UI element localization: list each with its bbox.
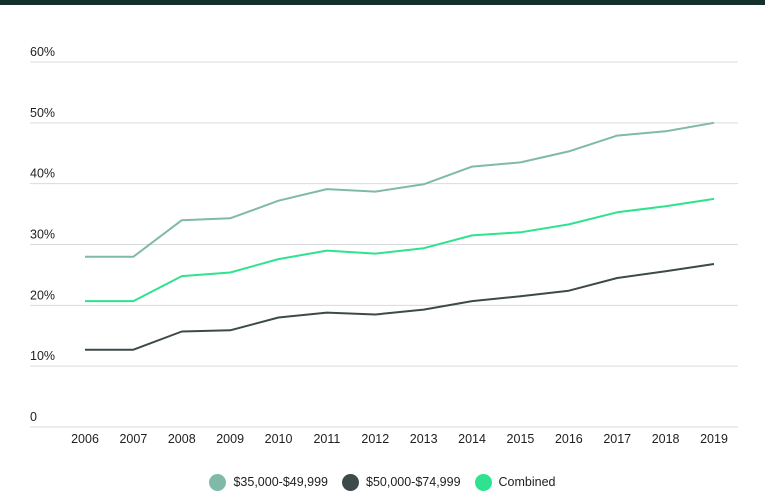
x-tick-label: 2015 (507, 432, 535, 446)
x-axis-ticks: 2006 2007 2008 2009 2010 2011 2012 2013 2014 2015… (71, 432, 728, 446)
x-tick-label: 2016 (555, 432, 583, 446)
series-lines (85, 121, 715, 351)
y-axis-ticks: 0 10% 20% 30% 40% 50% 60% (30, 45, 55, 424)
legend-item: $50,000-$74,999 (342, 473, 461, 491)
x-tick-label: 2006 (71, 432, 99, 446)
y-tick-label: 60% (30, 45, 55, 59)
x-tick-label: 2007 (119, 432, 147, 446)
top-rule (0, 0, 765, 5)
gridlines (30, 61, 738, 428)
y-tick-label: 10% (30, 349, 55, 363)
series-line (85, 263, 715, 351)
x-tick-label: 2012 (361, 432, 389, 446)
x-tick-label: 2009 (216, 432, 244, 446)
y-tick-label: 30% (30, 228, 55, 242)
x-tick-label: 2010 (265, 432, 293, 446)
line-chart: 0 10% 20% 30% 40% 50% 60% 2006 2007 2008 2009 2010… (30, 45, 738, 446)
legend: $35,000-$49,999 $50,000-$74,999 Combined (0, 470, 765, 494)
legend-swatch-icon (342, 473, 359, 491)
y-tick-label: 40% (30, 167, 55, 181)
x-tick-label: 2011 (313, 432, 340, 446)
series-line (85, 197, 715, 303)
legend-swatch-icon (474, 473, 492, 491)
x-tick-label: 2018 (652, 432, 680, 446)
legend-item: Combined (474, 473, 556, 491)
x-tick-label: 2013 (410, 432, 438, 446)
legend-item: $35,000-$49,999 (209, 473, 328, 491)
y-tick-label: 20% (30, 288, 55, 302)
x-tick-label: 2008 (168, 432, 196, 446)
legend-label: Combined (498, 475, 556, 489)
legend-swatch-icon (209, 473, 227, 491)
x-tick-label: 2019 (700, 432, 728, 446)
y-tick-label: 0 (30, 410, 37, 424)
legend-label: $50,000-$74,999 (366, 475, 461, 489)
series-line (85, 121, 715, 258)
x-tick-label: 2014 (458, 432, 486, 446)
y-tick-label: 50% (30, 106, 55, 120)
x-tick-label: 2017 (603, 432, 631, 446)
legend-label: $35,000-$49,999 (233, 475, 328, 489)
